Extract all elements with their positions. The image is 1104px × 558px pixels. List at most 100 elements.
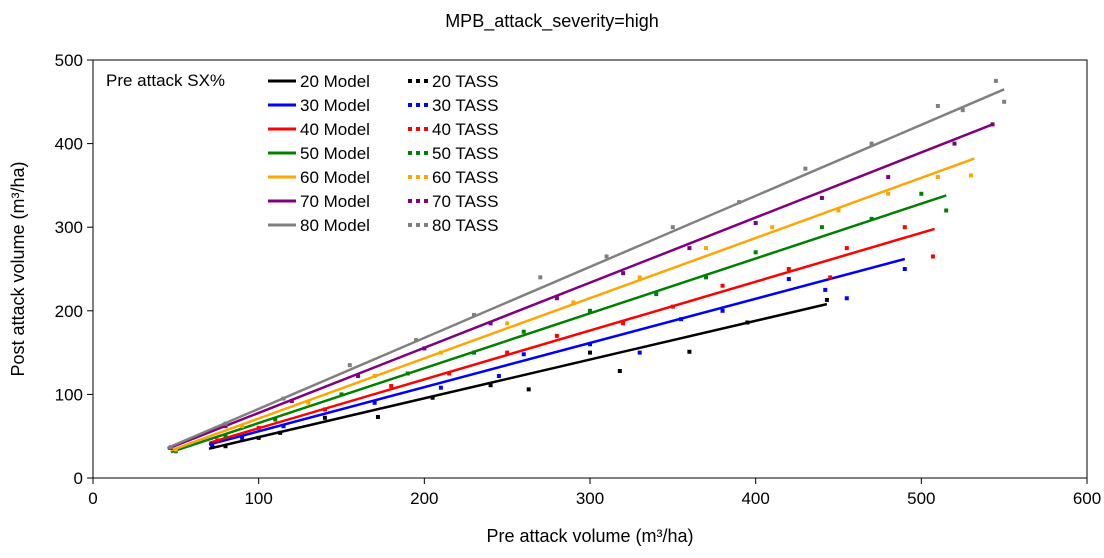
y-tick-label: 400 — [55, 135, 83, 154]
legend-point-swatch — [408, 175, 412, 179]
tass-point — [356, 374, 361, 379]
model-lines — [167, 88, 1005, 454]
legend-point-swatch — [416, 79, 420, 83]
tass-point — [960, 108, 965, 113]
tass-point — [993, 78, 998, 83]
tass-point — [703, 275, 708, 280]
tass-point — [438, 350, 443, 355]
legend-label: 40 TASS — [432, 120, 498, 139]
tass-point — [422, 346, 427, 351]
model-line — [170, 157, 975, 452]
tass-point — [526, 387, 531, 392]
tass-point — [210, 445, 215, 450]
tass-point — [472, 350, 477, 355]
tass-point — [273, 417, 278, 422]
tass-point — [372, 374, 377, 379]
tass-point — [886, 175, 891, 180]
tass-point — [869, 216, 874, 221]
legend-point-swatch — [408, 79, 412, 83]
chart-title: MPB_attack_severity=high — [445, 11, 659, 32]
y-tick-label: 500 — [55, 51, 83, 70]
tass-point — [339, 392, 344, 397]
tass-point — [990, 122, 995, 127]
tass-point — [753, 221, 758, 226]
legend-point-swatch — [416, 223, 420, 227]
tass-point — [173, 447, 178, 452]
y-tick-label: 0 — [74, 469, 83, 488]
legend-point-swatch — [424, 127, 428, 131]
legend-point-swatch — [424, 223, 428, 227]
tass-point — [223, 444, 228, 449]
legend-point-swatch — [408, 199, 412, 203]
tass-point — [571, 300, 576, 305]
tass-point — [347, 363, 352, 368]
legend-point-swatch — [416, 127, 420, 131]
tass-point — [952, 141, 957, 146]
tass-point — [844, 296, 849, 301]
tass-point — [621, 321, 626, 326]
legend: Pre attack SX% 20 Model 30 Model 40 Model 5… — [106, 71, 498, 235]
model-line — [167, 88, 1005, 450]
tass-point — [819, 195, 824, 200]
tass-point — [405, 371, 410, 376]
legend-label: 30 Model — [300, 96, 370, 115]
x-tick-label: 300 — [576, 489, 604, 508]
tass-point — [803, 166, 808, 171]
tass-point — [223, 421, 228, 426]
legend-point-swatch — [408, 151, 412, 155]
y-tick-label: 200 — [55, 302, 83, 321]
tass-point — [278, 430, 283, 435]
tass-point — [836, 208, 841, 213]
tass-point — [753, 250, 758, 255]
legend-label: 80 Model — [300, 216, 370, 235]
tass-point — [538, 275, 543, 280]
tass-point — [322, 415, 327, 420]
tass-point — [670, 225, 675, 230]
legend-point-swatch — [408, 127, 412, 131]
model-line — [208, 257, 906, 446]
tass-point — [256, 425, 261, 430]
tass-point — [414, 338, 419, 343]
tass-point — [256, 435, 261, 440]
x-tick-label: 400 — [741, 489, 769, 508]
tass-point — [770, 225, 775, 230]
y-tick-label: 100 — [55, 385, 83, 404]
legend-label: 60 Model — [300, 168, 370, 187]
legend-point-swatch — [416, 199, 420, 203]
tass-point — [824, 297, 829, 302]
tass-point — [786, 267, 791, 271]
tass-point — [472, 312, 477, 317]
legend-point-swatch — [416, 175, 420, 179]
x-tick-label: 500 — [907, 489, 935, 508]
tass-point — [215, 438, 220, 443]
model-line — [208, 302, 828, 450]
legend-label: 60 TASS — [432, 168, 498, 187]
legend-point-swatch — [416, 151, 420, 155]
tass-point — [521, 352, 526, 357]
tass-point — [679, 317, 684, 322]
tass-point — [554, 296, 559, 301]
tass-points — [168, 78, 1007, 454]
model-line — [167, 123, 994, 450]
tass-point — [447, 371, 452, 376]
tass-point — [604, 254, 609, 259]
legend-point-swatch — [424, 103, 428, 107]
legend-label: 70 Model — [300, 192, 370, 211]
legend-label: 40 Model — [300, 120, 370, 139]
tass-point — [505, 321, 510, 326]
tass-point — [240, 435, 245, 440]
tass-point — [588, 342, 592, 347]
legend-label: 50 TASS — [432, 144, 498, 163]
tass-point — [496, 374, 501, 379]
x-tick-label: 100 — [244, 489, 272, 508]
legend-point-swatch — [424, 175, 428, 179]
tass-point — [737, 200, 742, 205]
tass-point — [617, 368, 622, 373]
tass-point — [372, 400, 377, 405]
tass-point — [930, 254, 935, 259]
tass-point — [687, 349, 692, 354]
tass-point — [281, 396, 286, 401]
tass-point — [488, 321, 493, 326]
legend-label: 50 Model — [300, 144, 370, 163]
